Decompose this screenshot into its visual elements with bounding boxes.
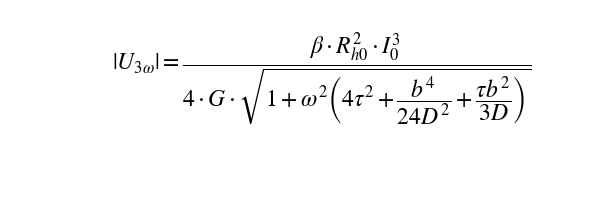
Text: $|U_{3\omega}| = \dfrac{\beta \cdot R_{h0}^{2} \cdot I_{0}^{3}}{4 \cdot G \cdot : $|U_{3\omega}| = \dfrac{\beta \cdot R_{h… <box>112 31 531 127</box>
